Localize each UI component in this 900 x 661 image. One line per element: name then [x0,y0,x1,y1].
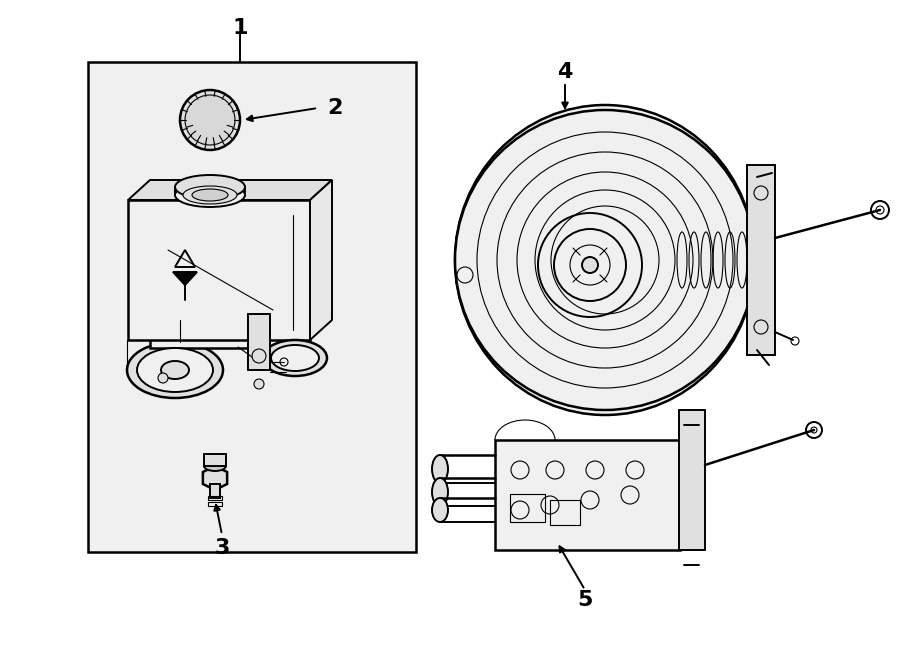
Ellipse shape [192,189,228,201]
Bar [204,454,226,466]
Ellipse shape [432,498,448,522]
Ellipse shape [535,186,675,334]
Bar [495,440,680,550]
Bar [208,496,222,500]
Bar [210,484,220,498]
Circle shape [582,257,598,273]
Ellipse shape [479,130,731,390]
Circle shape [185,95,235,145]
Bar [88,62,416,552]
Text: 1: 1 [232,18,248,38]
Bar [679,410,705,550]
Polygon shape [310,180,332,340]
Circle shape [455,110,755,410]
Ellipse shape [432,478,448,506]
Ellipse shape [455,105,755,415]
Circle shape [254,379,264,389]
Polygon shape [128,180,332,200]
Polygon shape [173,272,197,285]
Bar [150,304,280,348]
Ellipse shape [175,175,245,199]
Ellipse shape [161,361,189,379]
Bar [550,500,580,525]
Ellipse shape [432,455,448,483]
Bar [510,494,545,522]
Ellipse shape [263,340,327,376]
Ellipse shape [183,186,237,204]
Bar [248,314,270,370]
Polygon shape [202,466,227,490]
Ellipse shape [127,342,223,398]
Ellipse shape [517,168,693,352]
Ellipse shape [204,461,226,471]
Ellipse shape [137,348,213,392]
Text: 2: 2 [328,98,343,118]
Bar [747,165,775,355]
Text: 4: 4 [557,62,572,82]
Circle shape [158,373,168,383]
Ellipse shape [499,150,711,370]
Text: 5: 5 [577,590,593,610]
Bar [208,502,222,506]
Ellipse shape [271,345,319,371]
Ellipse shape [175,183,245,207]
Circle shape [180,90,240,150]
Text: 3: 3 [214,538,230,558]
Polygon shape [128,200,310,340]
